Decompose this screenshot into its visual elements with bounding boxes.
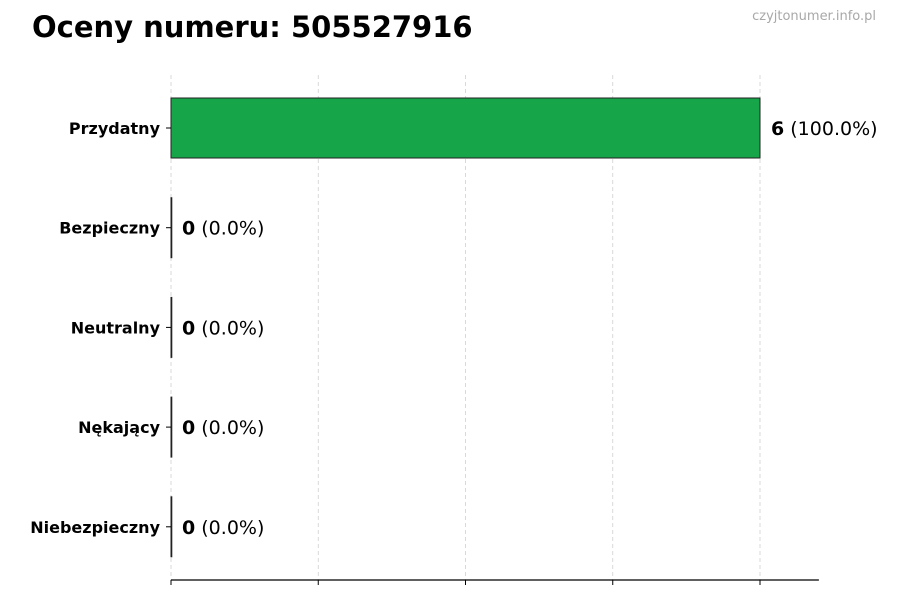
- data-label-percent: (0.0%): [195, 317, 264, 339]
- data-label-percent: (0.0%): [195, 417, 264, 439]
- data-label: 0 (0.0%): [182, 218, 264, 240]
- data-label-count: 0: [182, 218, 195, 240]
- data-label-count: 0: [182, 417, 195, 439]
- data-label-percent: (0.0%): [195, 218, 264, 240]
- chart-title: Oceny numeru: 505527916: [32, 10, 473, 44]
- data-label: 0 (0.0%): [182, 417, 264, 439]
- data-label-percent: (100.0%): [784, 118, 877, 140]
- category-label: Neutralny: [71, 318, 161, 337]
- category-label: Niebezpieczny: [30, 518, 160, 537]
- data-label-count: 0: [182, 317, 195, 339]
- bar-4: [170, 496, 173, 558]
- data-label-count: 6: [771, 118, 784, 140]
- bar-0: [170, 97, 761, 159]
- watermark: czyjtonumer.info.pl: [752, 9, 876, 24]
- category-label: Przydatny: [69, 119, 161, 138]
- data-label: 0 (0.0%): [182, 517, 264, 539]
- category-label: Bezpieczny: [59, 219, 160, 238]
- data-label-percent: (0.0%): [195, 517, 264, 539]
- data-label: 6 (100.0%): [771, 118, 878, 140]
- bar-2: [170, 296, 173, 358]
- bar-3: [170, 396, 173, 458]
- data-label-count: 0: [182, 517, 195, 539]
- data-label: 0 (0.0%): [182, 317, 264, 339]
- bar-1: [170, 197, 173, 259]
- category-label: Nękający: [78, 418, 160, 437]
